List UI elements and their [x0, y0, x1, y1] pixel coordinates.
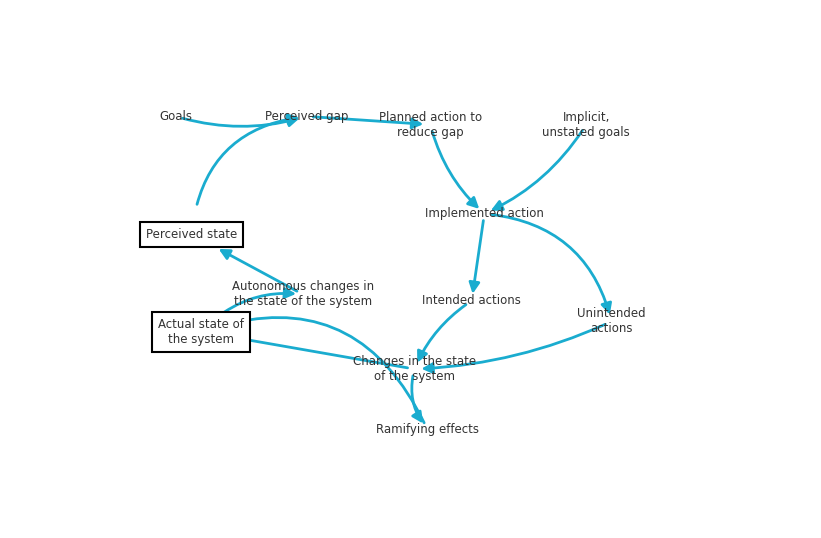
- Text: Autonomous changes in
the state of the system: Autonomous changes in the state of the s…: [232, 280, 374, 308]
- Text: Planned action to
reduce gap: Planned action to reduce gap: [378, 111, 482, 139]
- Text: Actual state of
the system: Actual state of the system: [158, 318, 244, 346]
- Text: Implicit,
unstated goals: Implicit, unstated goals: [543, 111, 630, 139]
- Text: Intended actions: Intended actions: [422, 294, 521, 307]
- Text: Changes in the state
of the system: Changes in the state of the system: [353, 355, 476, 383]
- Text: Implemented action: Implemented action: [425, 207, 544, 220]
- Text: Perceived state: Perceived state: [146, 228, 237, 241]
- Text: Perceived gap: Perceived gap: [264, 110, 348, 123]
- Text: Unintended
actions: Unintended actions: [577, 307, 646, 335]
- Text: Ramifying effects: Ramifying effects: [376, 423, 479, 436]
- Text: Goals: Goals: [159, 110, 192, 123]
